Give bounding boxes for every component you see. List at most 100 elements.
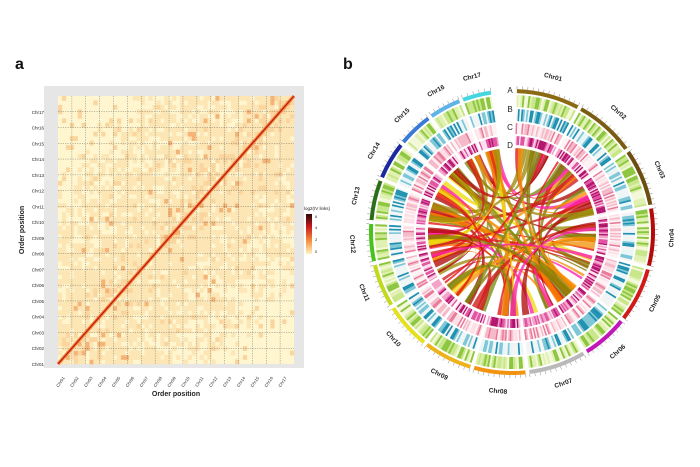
ideogram-tick (468, 368, 470, 372)
heatmap-cell (191, 243, 196, 249)
heatmap-cell (195, 167, 200, 173)
track-bin (565, 156, 572, 165)
heatmap-cell (187, 305, 193, 311)
heatmap-cell (168, 252, 173, 258)
track-bin (599, 273, 611, 281)
heatmap-cell (172, 288, 177, 293)
heatmap-cell (132, 131, 137, 137)
track-bin (556, 332, 564, 345)
track-bin (473, 323, 480, 335)
track-bin (403, 284, 416, 293)
track-bin (509, 329, 512, 341)
heatmap-cell (246, 189, 252, 195)
track-bin (457, 105, 464, 118)
heatmap-cell (270, 279, 275, 284)
track-bin (537, 326, 543, 338)
ideogram-tick (584, 355, 587, 358)
track-bin (450, 157, 458, 166)
heatmap-cell (117, 319, 122, 325)
heatmap-cell (187, 234, 193, 240)
ideogram-tick (484, 88, 486, 92)
track-bin (610, 306, 622, 316)
track-bin (523, 136, 527, 146)
track-bin (636, 217, 649, 221)
heatmap-cell (128, 234, 134, 240)
track-bin (480, 127, 485, 139)
heatmap-cell (101, 261, 106, 267)
chromosome-band (622, 268, 650, 320)
track-bin (536, 315, 541, 325)
heatmap-cell (183, 122, 189, 128)
heatmap-cell (101, 203, 106, 208)
heatmap-cell (223, 127, 228, 133)
heatmap-cell (179, 238, 185, 244)
track-bin (531, 327, 535, 339)
heatmap-cell (144, 207, 149, 213)
ideogram-tick (442, 103, 445, 107)
track-bin (451, 124, 459, 136)
heatmap-cell (270, 198, 275, 204)
heatmap-cell (235, 154, 240, 159)
heatmap-cell (140, 171, 145, 177)
y-tick-label: Chr09 (32, 236, 45, 241)
track-bin (395, 268, 408, 275)
heatmap-cell (223, 207, 228, 213)
heatmap-cell (132, 221, 137, 226)
track-bin (423, 266, 433, 272)
heatmap-cell (278, 261, 283, 267)
track-bin (406, 204, 418, 209)
track-bin (409, 192, 421, 198)
track-bin (602, 137, 613, 147)
track-bin (622, 240, 635, 244)
track-bin (457, 152, 464, 161)
heatmap-cell (120, 265, 126, 271)
track-label: B (507, 105, 512, 114)
heatmap-cell (246, 194, 252, 200)
track-bin (602, 267, 614, 273)
heatmap-cell (58, 189, 63, 195)
heatmap-cell (156, 230, 161, 235)
heatmap-cell (172, 127, 177, 133)
track-bin (516, 342, 519, 355)
track-bin (592, 307, 603, 317)
track-bin (480, 314, 486, 324)
heatmap-cell (81, 203, 86, 208)
heatmap-cell (152, 127, 157, 133)
heatmap-cell (250, 198, 255, 204)
track-bin (574, 322, 584, 334)
heatmap-cell (132, 301, 137, 307)
heatmap-cell (195, 283, 200, 289)
heatmap-cell (160, 207, 165, 213)
track-bin (485, 327, 490, 339)
heatmap-cell (77, 167, 82, 173)
heatmap-cell (117, 270, 122, 275)
track-bin (547, 322, 554, 334)
heatmap-cell (168, 140, 173, 146)
heatmap-cell (231, 158, 236, 164)
heatmap-cell (282, 163, 287, 168)
track-bin (541, 98, 547, 111)
track-bin (420, 171, 431, 179)
track-bin (395, 190, 408, 197)
heatmap-cell (136, 118, 141, 124)
heatmap-cell (274, 158, 279, 164)
track-bin (605, 313, 616, 324)
heatmap-cell (113, 346, 118, 351)
track-bin (394, 192, 407, 198)
heatmap-cell (219, 203, 224, 208)
heatmap-cell (160, 247, 165, 253)
heatmap-cell (282, 216, 287, 222)
heatmap-cell (124, 359, 130, 365)
track-bin (416, 226, 426, 229)
track-bin (408, 263, 420, 269)
heatmap-cell (164, 154, 169, 159)
track-bin (455, 302, 462, 311)
heatmap-cell (207, 221, 212, 226)
heatmap-cell (211, 154, 216, 159)
heatmap-cell (191, 346, 196, 351)
heatmap-cell (81, 230, 86, 235)
heatmap-cell (124, 176, 130, 182)
heatmap-cell (160, 238, 165, 244)
track-bin (416, 237, 426, 240)
track-bin (585, 276, 595, 283)
